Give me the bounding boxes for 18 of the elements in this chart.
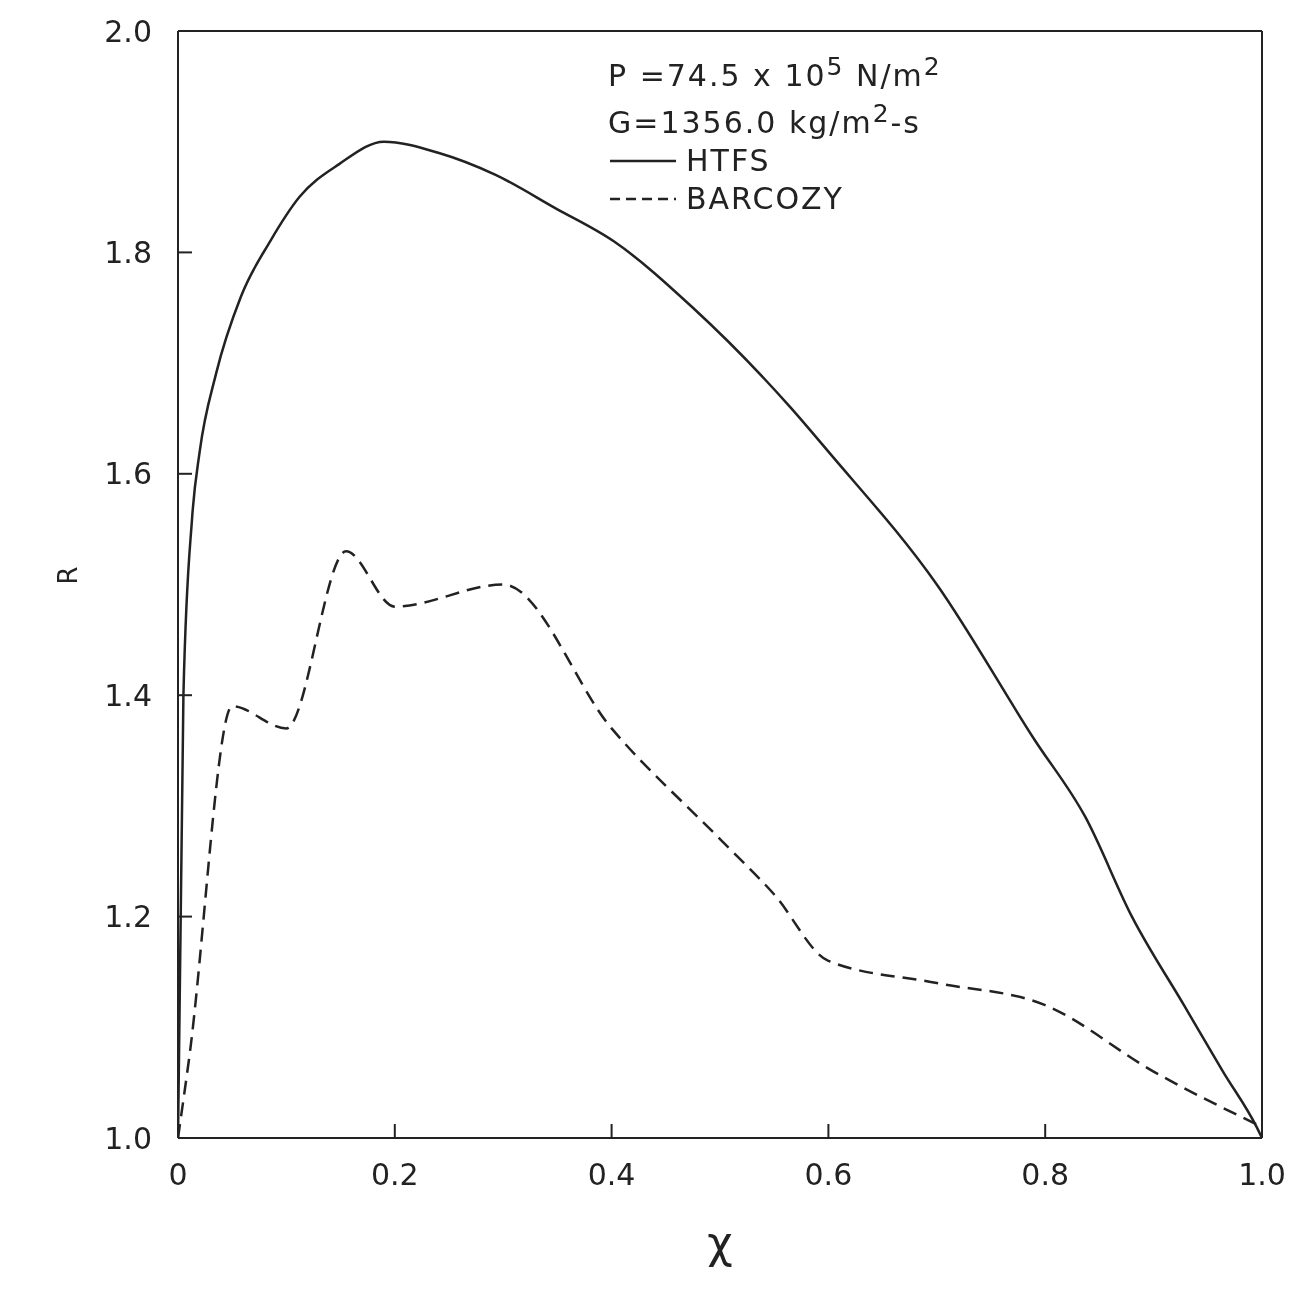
y-tick-label: 2.0: [104, 13, 152, 49]
legend-label: HTFS: [686, 142, 771, 180]
y-tick-label: 1.4: [104, 677, 152, 713]
annotation: G=1356.0 kg/m$^{2}$-s: [608, 98, 922, 142]
x-tick-label: 0.8: [1021, 1157, 1070, 1193]
annotation: P =74.5 x 10$^{5}$ N/m$^{2}$: [608, 51, 942, 95]
x-tick-label: 0.4: [587, 1157, 636, 1193]
x-axis-title: χ: [707, 1217, 733, 1268]
y-tick-label: 1.2: [104, 899, 152, 935]
y-tick-label: 1.0: [104, 1120, 152, 1156]
legend-label: BARCOZY: [686, 180, 844, 218]
y-axis-title: R: [53, 566, 84, 585]
y-tick-label: 1.8: [104, 235, 152, 271]
x-tick-label: 0.2: [370, 1157, 419, 1193]
x-tick-label: 1.0: [1238, 1157, 1286, 1193]
y-tick-label: 1.6: [104, 456, 152, 492]
x-tick-label: 0.6: [804, 1157, 853, 1193]
x-tick-label: 0: [168, 1157, 188, 1193]
